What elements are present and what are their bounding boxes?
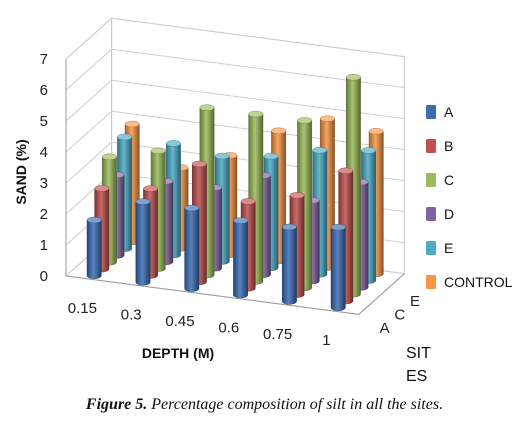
bar-top [150,147,166,155]
bar-top [361,147,376,154]
legend-item-d: D [426,206,454,222]
x-tick-label: 0.6 [218,319,239,336]
bar-a-1 [330,223,346,311]
bar-body [282,226,297,305]
x-tick-label: 0.15 [68,300,97,317]
legend-label: E [444,240,453,256]
bar-top [368,127,384,135]
y-axis-title: SAND (%) [13,139,29,204]
bar-body [233,220,248,299]
legend-swatch [426,173,436,187]
bar-top [86,216,102,224]
y-tick-label: 7 [40,51,48,68]
bar-top [312,146,328,154]
depth-tick-label: E [410,293,420,310]
bar-top [191,160,207,168]
legend-label: C [444,172,454,188]
bar-top [143,185,159,192]
legend-item-c: C [426,172,454,188]
legend: A B C D E CONTROL [426,104,513,290]
bar-top [338,167,354,175]
legend-label: A [444,104,454,120]
gridline [65,79,405,122]
bar-body [330,227,346,311]
bar-body [86,219,102,279]
bar-body [135,201,151,286]
bar-a-0.15 [86,216,102,279]
bar-top [199,104,215,111]
bar-top [289,192,305,199]
gridline [65,48,405,91]
x-axis-title: DEPTH (M) [142,345,214,361]
bar-top [297,117,312,124]
bar-top [271,127,286,135]
bar-a-0.75 [281,223,297,305]
x-tick-label: 1 [322,332,330,349]
caption-text: Percentage composition of silt in all th… [147,396,444,413]
legend-swatch [426,207,436,221]
legend-label: D [444,206,454,222]
bar-top [233,217,249,224]
bars [86,73,384,311]
figure-caption: Figure 5. Percentage composition of silt… [0,396,529,414]
x-axis-line [65,275,359,315]
depth-axis-line [358,273,405,315]
bar-a-0.45 [184,204,200,292]
x-tick-label: 0.45 [165,313,194,330]
bar-top [345,73,361,81]
bar-top [94,185,110,192]
y-tick-label: 5 [40,113,48,130]
side-label-line-2: ES [406,368,427,385]
y-tick-label: 3 [40,175,48,192]
legend-swatch [426,105,436,119]
x-tick-label: 0.3 [121,307,142,324]
bar-top [135,198,151,205]
legend-item-control: CONTROL [426,274,513,290]
legend-item-a: A [426,104,454,120]
bar-top [214,152,230,160]
depth-tick-label: C [394,306,405,323]
caption-prefix: Figure 5. [85,396,148,413]
legend-item-b: B [426,138,453,154]
bar-top [240,198,256,205]
y-tick-label: 0 [40,268,48,285]
bar-top [165,140,181,147]
legend-swatch [426,139,436,153]
legend-label: B [444,138,453,154]
bar-top [281,223,297,231]
bar-top [117,133,133,141]
bar-a-0.3 [135,198,151,286]
bar-top [102,153,117,161]
bar-top [184,204,200,212]
bar-top [319,115,335,122]
x-tick-label: 0.75 [263,326,292,343]
axes: 0 1 2 3 4 5 6 7 0.15 0.3 0.45 0.6 0.75 1 ACE [40,51,420,349]
bar-body [184,207,200,292]
legend-swatch [426,275,436,289]
y-tick-label: 2 [40,206,48,223]
bar-top [330,223,346,231]
bar-a-0.6 [233,217,249,299]
bar-top [263,152,279,160]
gridline [65,17,405,60]
bar-top [248,110,264,118]
legend-label: CONTROL [444,274,513,290]
legend-item-e: E [426,240,453,256]
legend-swatch [426,241,436,255]
depth-tick-label: A [380,320,390,337]
y-tick-label: 4 [40,144,48,161]
y-tick-label: 6 [40,82,48,99]
bar-top [124,120,140,128]
side-label-line-1: SIT [406,345,431,362]
y-tick-label: 1 [40,237,48,254]
